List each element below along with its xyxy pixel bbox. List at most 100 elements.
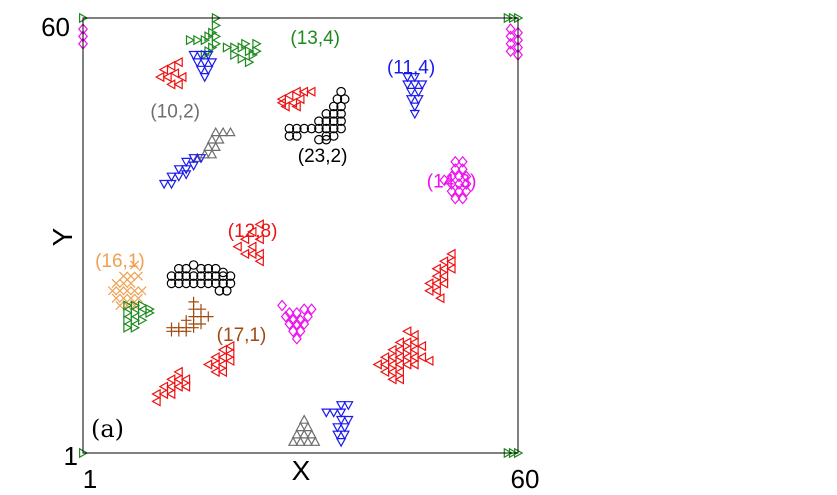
cluster-17-point-4 — [306, 303, 317, 316]
cluster-12-point-11 — [137, 286, 147, 296]
cluster-5-point-6 — [413, 87, 424, 98]
cluster-11-point-9 — [254, 256, 264, 267]
cluster-13-point-5 — [210, 263, 221, 274]
cluster-20-point-27 — [394, 374, 404, 385]
cluster-13-point-14 — [218, 271, 228, 281]
cluster-7-point-6 — [336, 109, 346, 119]
cluster-12-point-4 — [111, 278, 121, 289]
cluster-9-point-4 — [180, 165, 192, 175]
cluster-22-point-8 — [339, 423, 350, 433]
cluster-12-point-14 — [126, 293, 136, 303]
cluster-19-point-0 — [173, 366, 183, 378]
cluster-13-point-8 — [174, 271, 184, 281]
cluster-20-point-0 — [401, 326, 412, 337]
cluster-22-point-2 — [321, 408, 332, 418]
cluster-6-point-9 — [291, 101, 301, 112]
cluster-15-point-0 — [123, 300, 133, 311]
cluster-markers — [78, 12, 524, 459]
cluster-8-point-9 — [192, 152, 203, 162]
cluster-7-point-20 — [291, 131, 302, 141]
cluster-2-point-19 — [244, 56, 255, 68]
cluster-6-point-7 — [295, 93, 305, 105]
cluster-7-point-12 — [328, 123, 339, 134]
cluster-13-point-15 — [225, 271, 236, 281]
cluster-7-point-11 — [314, 116, 324, 126]
cluster-12-point-1 — [118, 271, 129, 281]
cluster-7-point-4 — [336, 101, 346, 112]
cluster-7-point-3 — [328, 101, 339, 112]
cluster-14-point-10 — [438, 278, 449, 289]
cluster-9-point-6 — [166, 172, 177, 182]
cluster-2-point-9 — [208, 42, 218, 53]
cluster-10-point-15 — [457, 192, 468, 205]
cluster-16-point-12 — [188, 322, 199, 333]
cluster-18-point-2 — [225, 348, 235, 359]
cluster-15-point-5 — [130, 307, 141, 319]
cluster-13-point-3 — [196, 263, 206, 274]
cluster-15 — [123, 300, 155, 333]
cluster-13-point-20 — [196, 278, 206, 289]
cluster-11-point-1 — [247, 226, 257, 238]
cluster-10-point-8 — [446, 177, 457, 190]
cluster-21-point-7 — [295, 436, 306, 446]
cluster-20-point-4 — [409, 337, 419, 348]
cluster-21-point-8 — [302, 436, 314, 446]
cluster-2-point-5 — [204, 31, 214, 42]
cluster-1-point-9 — [505, 45, 516, 58]
cluster-3-point-4 — [169, 68, 180, 79]
cluster-5-point-10 — [409, 109, 421, 120]
cluster-12-point-9 — [122, 286, 132, 296]
cluster-5 — [402, 72, 428, 120]
cluster-10-point-13 — [461, 185, 472, 198]
cluster-label-6: (16,1) — [95, 251, 145, 272]
cluster-21-point-4 — [298, 429, 310, 439]
cluster-21-point-9 — [309, 436, 321, 446]
cluster-7-point-9 — [336, 116, 346, 126]
cluster-14-point-2 — [446, 256, 456, 267]
cluster-9-point-7 — [173, 172, 185, 182]
cluster-9 — [158, 154, 207, 190]
cluster-17-point-13 — [295, 325, 306, 338]
cluster-4-point-8 — [199, 72, 210, 83]
cluster-10 — [439, 155, 472, 205]
cluster-22 — [321, 401, 354, 448]
cluster-labels: (13,4) (11,4) (10,2) (23,2) (14,3) (12,8) (16,… — [95, 28, 476, 346]
cluster-2-point-20 — [248, 49, 259, 61]
cluster-7-point-23 — [328, 131, 339, 141]
cluster-17-point-5 — [280, 310, 291, 323]
cluster-10-point-1 — [457, 155, 468, 168]
cluster-13-point-1 — [181, 263, 191, 274]
cluster-12-point-12 — [111, 293, 121, 303]
cluster-7-point-15 — [314, 123, 324, 134]
cluster-6-point-1 — [283, 90, 294, 101]
cluster-7-point-1 — [339, 94, 350, 104]
cluster-4-point-5 — [206, 58, 218, 68]
cluster-10-point-9 — [454, 177, 464, 190]
cluster-19 — [151, 366, 191, 407]
cluster-22-point-7 — [332, 423, 343, 433]
cluster-13-point-4 — [203, 263, 214, 274]
cluster-17-point-9 — [284, 318, 295, 330]
cluster-label-5: (12,8) — [228, 221, 278, 242]
y-tick-bottom: 1 — [64, 441, 78, 471]
cluster-7-point-16 — [306, 123, 317, 134]
cluster-12-point-16 — [115, 300, 125, 311]
cluster-19-point-7 — [180, 381, 191, 392]
cluster-8-point-5 — [203, 141, 214, 151]
cluster-4-point-2 — [203, 50, 214, 61]
cluster-9-point-2 — [195, 154, 207, 164]
cluster-13-point-26 — [222, 285, 232, 296]
cluster-2-point-21 — [252, 38, 262, 50]
cluster-7-point-5 — [328, 109, 339, 119]
cluster-3-point-3 — [162, 71, 172, 83]
cluster-10-point-4 — [446, 170, 457, 183]
cluster-2-point-16 — [252, 45, 262, 57]
cluster-6-point-4 — [306, 86, 316, 97]
cluster-13-point-13 — [210, 271, 221, 281]
cluster-15-point-8 — [123, 315, 133, 326]
cluster-6-point-8 — [276, 97, 286, 109]
cluster-21-point-0 — [298, 414, 310, 424]
cluster-7-point-7 — [321, 109, 332, 119]
cluster-16-point-15 — [181, 326, 192, 337]
